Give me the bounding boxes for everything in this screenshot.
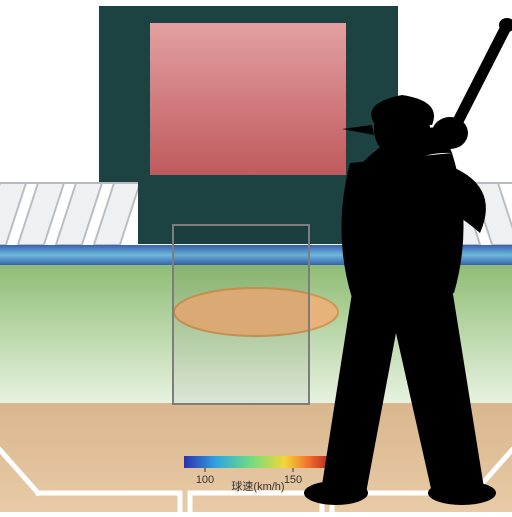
legend-label: 球速(km/h): [231, 479, 284, 493]
strike-zone: [173, 225, 309, 404]
legend-tick: 100: [196, 474, 214, 486]
legend-tick: 150: [284, 474, 302, 486]
legend-colorbar: [184, 456, 332, 468]
pitch-location-diagram: 100 150 球速(km/h): [0, 0, 512, 512]
